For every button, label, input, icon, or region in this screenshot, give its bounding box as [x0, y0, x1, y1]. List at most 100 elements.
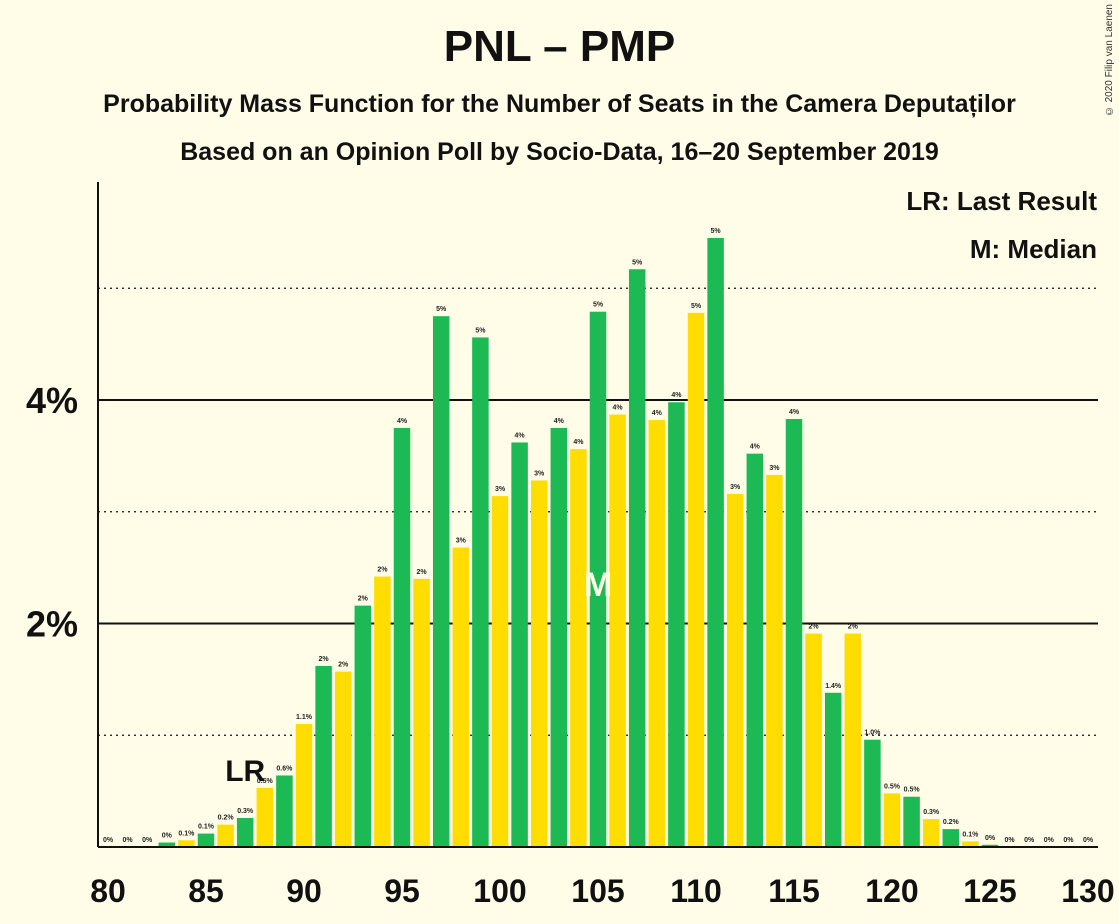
data-label-seat-117: 1.4%: [825, 683, 842, 690]
bar-seat-93: [354, 605, 372, 847]
x-tick-label: 125: [963, 873, 1016, 909]
bar-seat-91: [315, 665, 332, 847]
x-tick-label: 110: [670, 873, 722, 909]
data-label-seat-115: 4%: [789, 409, 800, 416]
bar-seat-114: [766, 474, 783, 847]
bar-seat-121: [903, 796, 920, 847]
data-label-seat-110: 5%: [691, 303, 702, 310]
bar-seat-86: [217, 824, 234, 847]
bar-seat-103: [550, 427, 568, 847]
y-tick-label: 2%: [26, 604, 78, 645]
chart-title: PNL – PMP: [443, 22, 676, 71]
bar-seat-88: [256, 787, 274, 847]
x-tick-label: 80: [90, 873, 126, 909]
data-label-seat-101: 4%: [515, 432, 526, 439]
data-label-seat-102: 3%: [534, 470, 545, 477]
bar-seat-99: [472, 337, 489, 847]
data-label-seat-90: 1.1%: [296, 714, 313, 721]
data-label-seat-125: 0%: [985, 835, 996, 842]
bar-seat-115: [785, 418, 803, 847]
data-label-seat-98: 3%: [456, 538, 467, 545]
bar-seat-122: [922, 819, 940, 847]
y-tick-label: 4%: [26, 380, 78, 421]
data-label-seat-120: 0.5%: [884, 783, 901, 790]
x-tick-label: 105: [571, 873, 624, 909]
bar-seat-107: [628, 269, 646, 847]
bar-seat-87: [236, 817, 254, 847]
legend-median: M: Median: [969, 234, 1097, 264]
data-label-seat-114: 3%: [769, 465, 780, 472]
bar-seat-108: [648, 420, 666, 847]
data-label-seat-127: 0%: [1024, 837, 1035, 844]
data-label-seat-82: 0%: [142, 837, 153, 844]
bar-seat-92: [334, 671, 352, 847]
data-label-seat-103: 4%: [554, 418, 565, 425]
data-label-seat-109: 4%: [671, 392, 682, 399]
x-tick-label: 90: [286, 873, 322, 909]
bar-seat-100: [491, 496, 509, 847]
median-marker: M: [584, 566, 612, 604]
bar-seat-102: [530, 480, 548, 847]
data-label-seat-85: 0.1%: [198, 824, 215, 831]
bar-seat-116: [805, 633, 822, 847]
data-label-seat-83: 0%: [162, 833, 173, 840]
data-label-seat-108: 4%: [652, 410, 663, 417]
data-label-seat-99: 5%: [475, 327, 486, 334]
bar-seat-83: [158, 842, 176, 847]
data-label-seat-111: 5%: [711, 228, 722, 235]
bar-seat-104: [570, 449, 587, 847]
chart-subtitle-source: Based on an Opinion Poll by Socio-Data, …: [180, 138, 939, 166]
data-label-seat-95: 4%: [397, 418, 408, 425]
x-tick-label: 100: [473, 873, 526, 909]
data-label-seat-105: 5%: [593, 302, 604, 309]
x-tick-label: 85: [188, 873, 224, 909]
bar-seat-118: [844, 633, 862, 847]
bar-seat-112: [726, 493, 744, 847]
bar-seat-117: [824, 692, 842, 847]
bar-seat-119: [864, 739, 881, 847]
data-label-seat-113: 4%: [750, 444, 761, 451]
x-tick-label: 120: [865, 873, 918, 909]
legend-last-result: LR: Last Result: [906, 186, 1097, 216]
data-label-seat-80: 0%: [103, 837, 114, 844]
x-tick-label: 130: [1061, 873, 1114, 909]
data-label-seat-94: 2%: [377, 567, 388, 574]
bar-seat-98: [452, 547, 470, 847]
bar-seat-94: [374, 576, 391, 847]
data-label-seat-97: 5%: [436, 306, 447, 313]
x-tick-label: 95: [384, 873, 420, 909]
data-label-seat-119: 1.0%: [864, 730, 881, 737]
data-label-seat-86: 0.2%: [218, 815, 235, 822]
bar-seat-89: [276, 775, 293, 847]
bar-seat-113: [746, 453, 764, 847]
data-label-seat-123: 0.2%: [943, 819, 960, 826]
bar-seat-85: [197, 833, 215, 847]
data-label-seat-93: 2%: [358, 596, 369, 603]
bar-seat-90: [295, 724, 313, 847]
bar-seat-124: [962, 841, 979, 847]
data-label-seat-130: 0%: [1083, 837, 1094, 844]
bar-seat-109: [668, 402, 685, 847]
data-label-seat-116: 2%: [809, 624, 820, 631]
data-label-seat-118: 2%: [848, 624, 859, 631]
data-label-seat-128: 0%: [1044, 837, 1055, 844]
bar-seat-95: [393, 427, 411, 847]
data-label-seat-91: 2%: [319, 656, 330, 663]
bar-seat-125: [981, 844, 999, 847]
bar-seat-120: [883, 793, 901, 847]
bar-seat-97: [432, 316, 450, 847]
data-label-seat-129: 0%: [1063, 837, 1074, 844]
bar-seat-105: [589, 311, 607, 847]
data-label-seat-121: 0.5%: [904, 787, 921, 794]
bar-seat-106: [609, 414, 626, 847]
data-label-seat-126: 0%: [1005, 837, 1016, 844]
data-label-seat-122: 0.3%: [923, 809, 940, 816]
data-label-seat-88: 0.5%: [257, 778, 274, 785]
bar-seat-111: [707, 237, 724, 847]
data-label-seat-100: 3%: [495, 486, 506, 493]
data-label-seat-107: 5%: [632, 259, 643, 266]
data-label-seat-104: 4%: [573, 439, 584, 446]
data-label-seat-84: 0.1%: [178, 830, 195, 837]
bar-seat-101: [511, 442, 528, 847]
